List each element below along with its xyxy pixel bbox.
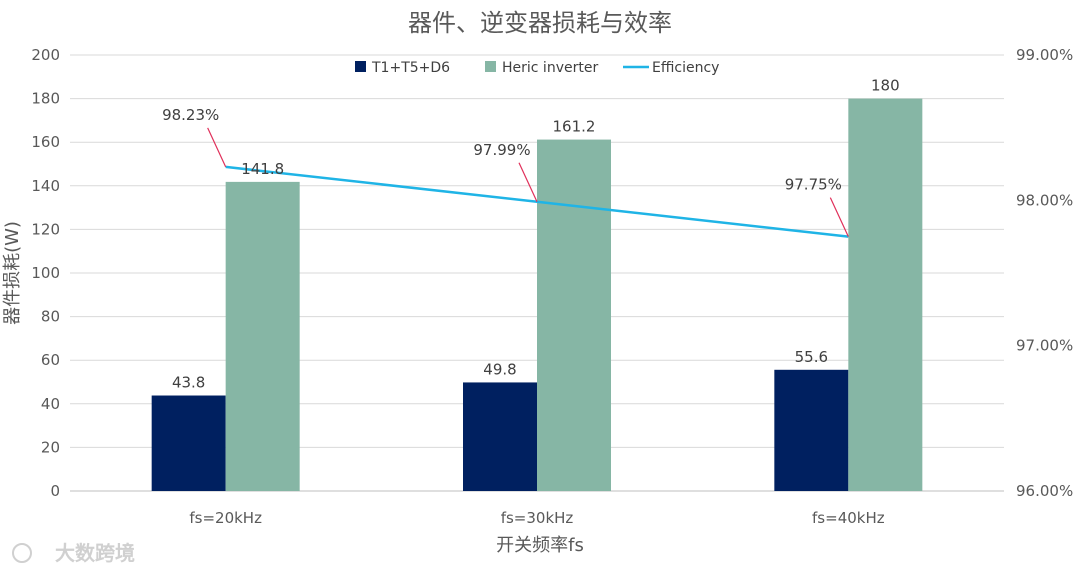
bar: [774, 369, 849, 491]
bar: [537, 139, 611, 492]
y-tick-label: 40: [41, 395, 60, 413]
bar-value-label: 180: [871, 77, 900, 95]
legend: T1+T5+D6 Heric inverter Efficiency: [355, 60, 719, 76]
efficiency-value-label: 97.99%: [473, 141, 530, 159]
y2-tick-label: 99.00%: [1016, 46, 1073, 64]
efficiency-label-leader: [829, 197, 849, 237]
bar: [848, 98, 923, 491]
y-axis-title: 器件损耗(W): [2, 221, 23, 325]
bar-value-label: 161.2: [553, 118, 596, 136]
y-tick-label: 0: [50, 482, 60, 500]
x-tick-label: fs=40kHz: [812, 509, 885, 527]
efficiency-value-label: 97.75%: [785, 176, 842, 194]
bar: [225, 181, 300, 491]
bar-value-label: 141.8: [241, 160, 284, 178]
legend-label: T1+T5+D6: [371, 60, 450, 76]
y-tick-label: 200: [31, 46, 60, 64]
efficiency-label-leader: [518, 162, 538, 203]
y-tick-label: 100: [31, 264, 60, 282]
legend-label: Heric inverter: [502, 60, 598, 76]
x-axis-ticks: fs=20kHz fs=30kHz fs=40kHz: [189, 509, 884, 527]
legend-swatch: [355, 61, 366, 72]
y-tick-label: 120: [31, 220, 60, 238]
y-tick-label: 180: [31, 90, 60, 108]
watermark: 大数跨境: [12, 541, 135, 565]
y-tick-label: 140: [31, 177, 60, 195]
y-tick-label: 160: [31, 133, 60, 151]
x-tick-label: fs=30kHz: [501, 509, 574, 527]
watermark-logo-icon: [12, 543, 32, 563]
y2-tick-label: 96.00%: [1016, 482, 1073, 500]
efficiency-value-label: 98.23%: [162, 106, 219, 124]
efficiency-label-leader: [207, 127, 227, 168]
y-tick-label: 60: [41, 351, 60, 369]
legend-swatch: [485, 61, 496, 72]
x-axis-title: 开关频率fs: [496, 535, 584, 556]
y2-tick-label: 97.00%: [1016, 337, 1073, 355]
bar: [151, 395, 226, 491]
bars: [151, 98, 923, 492]
bar-value-label: 55.6: [795, 348, 828, 366]
y2-tick-label: 98.00%: [1016, 191, 1073, 209]
chart-title: 器件、逆变器损耗与效率: [408, 9, 672, 37]
efficiency-line: [207, 127, 849, 238]
y-axis-ticks: 0 20 40 60 80 100 120 140 160 180 200: [31, 46, 60, 500]
watermark-text: 大数跨境: [55, 541, 135, 565]
y2-axis-ticks: 96.00% 97.00% 98.00% 99.00%: [1016, 46, 1073, 500]
y-tick-label: 80: [41, 308, 60, 326]
legend-label: Efficiency: [652, 60, 719, 76]
x-tick-label: fs=20kHz: [189, 509, 262, 527]
bar: [463, 382, 537, 491]
bar-value-label: 49.8: [483, 360, 516, 378]
data-labels: 43.8 49.8 55.6 141.8 161.2 180 98.23% 97.99% 97.…: [162, 77, 900, 392]
y-tick-label: 20: [41, 438, 60, 456]
bar-value-label: 43.8: [172, 374, 205, 392]
